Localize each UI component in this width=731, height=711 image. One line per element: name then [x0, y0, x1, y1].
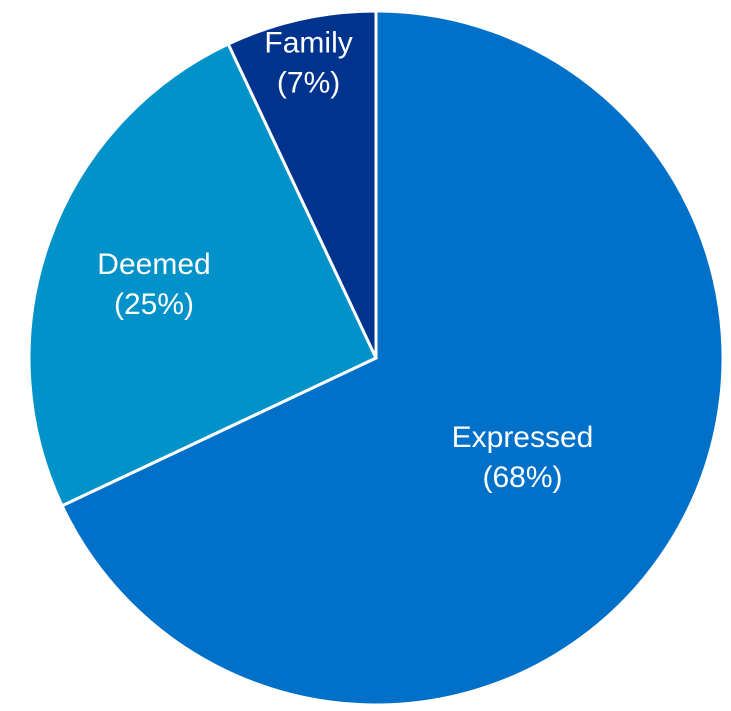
pie-slice-family: [226, 9, 378, 359]
pie-labels: Expressed (68%) Deemed (25%) Family (7%): [97, 27, 593, 494]
slice-value-deemed: (25%): [114, 288, 194, 321]
pie-slices: [27, 9, 725, 707]
slice-value-expressed: (68%): [482, 461, 562, 494]
pie-slice-deemed: [27, 42, 378, 508]
slice-label-deemed: Deemed: [97, 248, 210, 281]
slice-label-expressed: Expressed: [452, 421, 594, 454]
slice-label-family: Family: [264, 27, 352, 60]
slice-value-family: (7%): [277, 67, 340, 100]
pie-slice-expressed: [60, 9, 725, 707]
